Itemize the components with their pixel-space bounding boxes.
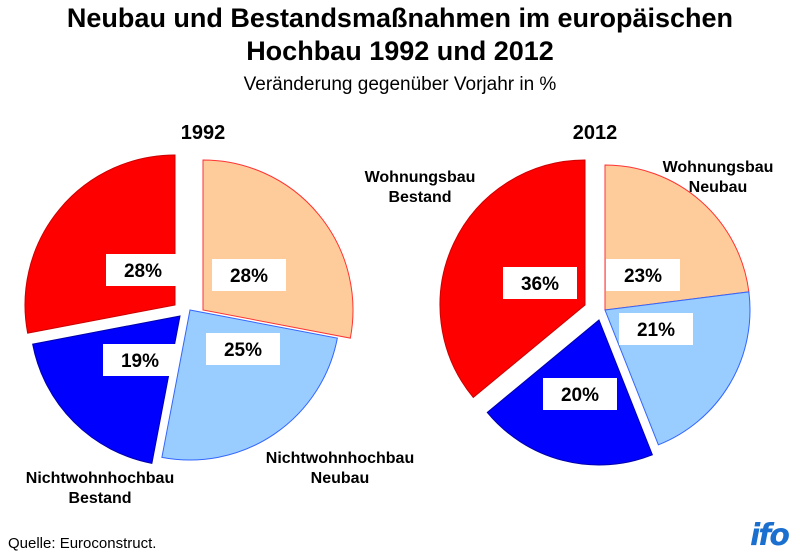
data-label: 21%	[637, 320, 675, 341]
data-label-box	[619, 313, 693, 345]
data-label-box	[206, 333, 280, 365]
category-label: Nichtwohnhochbau Bestand	[26, 470, 174, 507]
data-label-box	[212, 259, 286, 291]
pie-slice	[202, 159, 354, 339]
data-label-box	[103, 344, 177, 376]
pie-slice	[161, 309, 338, 461]
data-label: 36%	[521, 274, 559, 295]
category-label: Wohnungsbau Bestand	[365, 169, 476, 206]
pie-chart-1992: 1992 28% 25% 19% 28% Nichtwohnhochbau Neubau Ni…	[24, 122, 414, 507]
pie-slice	[32, 315, 181, 464]
chart-title-line2: Hochbau 1992 und 2012	[246, 36, 554, 66]
data-label: 20%	[561, 385, 599, 406]
data-label: 28%	[124, 261, 162, 282]
data-label: 23%	[624, 266, 662, 287]
data-label: 28%	[230, 266, 268, 287]
category-label: Wohnungsbau Neubau	[663, 159, 774, 196]
pie-title: 1992	[181, 122, 226, 144]
ifo-logo: ifo	[750, 518, 790, 553]
chart-title-line1: Neubau und Bestandsmaßnahmen im europäis…	[66, 3, 734, 33]
source-note: Quelle: Euroconstruct.	[8, 535, 157, 552]
pie-chart-2012: 2012 23% 21% 20% 36% Wohnungsbau Bestand Wohnun…	[365, 122, 774, 466]
data-label-box	[106, 254, 180, 286]
pie-slice	[24, 154, 176, 334]
pie-title: 2012	[573, 122, 618, 144]
data-label-box	[503, 267, 577, 299]
data-label-box	[606, 259, 680, 291]
category-label: Nichtwohnhochbau Neubau	[266, 450, 414, 487]
data-label: 19%	[121, 351, 159, 372]
chart-subtitle: Veränderung gegenüber Vorjahr in %	[243, 74, 557, 95]
data-label: 25%	[224, 340, 262, 361]
data-label-box	[543, 378, 617, 410]
chart-title: Neubau und Bestandsmaßnahmen im europäis…	[0, 2, 800, 68]
